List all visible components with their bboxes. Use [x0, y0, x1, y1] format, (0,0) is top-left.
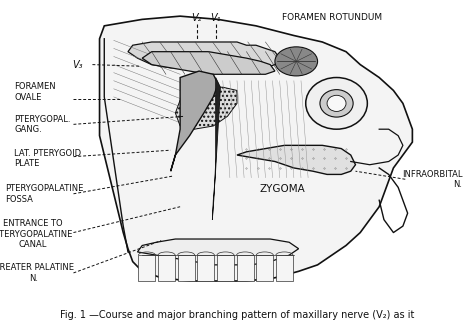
Polygon shape [217, 255, 234, 281]
Polygon shape [138, 255, 155, 281]
Polygon shape [171, 71, 218, 171]
Polygon shape [142, 52, 275, 74]
Polygon shape [276, 255, 293, 281]
Text: V₃: V₃ [73, 60, 83, 69]
Polygon shape [237, 255, 254, 281]
Circle shape [275, 47, 318, 76]
Text: ZYGOMA: ZYGOMA [259, 184, 305, 194]
Polygon shape [100, 16, 412, 281]
Polygon shape [178, 255, 195, 281]
Polygon shape [128, 42, 280, 68]
Polygon shape [212, 78, 220, 220]
Text: ENTRANCE TO
PTERYGOPALATINE
CANAL: ENTRANCE TO PTERYGOPALATINE CANAL [0, 219, 73, 249]
Text: PTERYGOPALATINE
FOSSA: PTERYGOPALATINE FOSSA [5, 184, 83, 203]
Text: LAT. PTERYGOID
PLATE: LAT. PTERYGOID PLATE [14, 149, 82, 168]
Text: V₁: V₁ [210, 13, 221, 23]
Text: Fig. 1 —Course and major branching pattern of maxillary nerve (V₂) as it: Fig. 1 —Course and major branching patte… [60, 310, 414, 320]
Text: FORAMEN ROTUNDUM: FORAMEN ROTUNDUM [282, 13, 382, 22]
Polygon shape [175, 87, 237, 129]
Text: INFRAORBITAL
N.: INFRAORBITAL N. [401, 170, 462, 189]
Ellipse shape [320, 89, 353, 117]
Polygon shape [158, 255, 175, 281]
Ellipse shape [306, 78, 367, 129]
Text: FORAMEN
OVALE: FORAMEN OVALE [14, 82, 56, 102]
Polygon shape [256, 255, 273, 281]
Text: PTERYGOPAL.
GANG.: PTERYGOPAL. GANG. [14, 115, 71, 134]
Polygon shape [197, 255, 214, 281]
Polygon shape [237, 145, 356, 174]
Polygon shape [137, 239, 299, 265]
Text: V₂: V₂ [191, 13, 202, 23]
Ellipse shape [327, 95, 346, 111]
Text: GREATER PALATINE
N.: GREATER PALATINE N. [0, 263, 73, 283]
